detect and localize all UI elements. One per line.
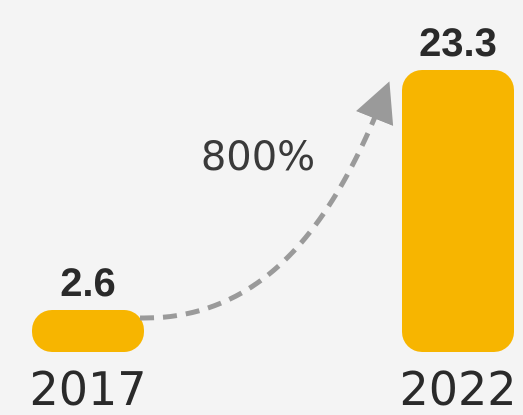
growth-arrow <box>139 81 394 321</box>
growth-percentage-label: 800% <box>201 134 315 180</box>
bars-layer: 2.6 2017 23.3 2022 <box>29 21 516 415</box>
bar-2022 <box>402 70 514 352</box>
category-label-2022: 2022 <box>399 362 516 415</box>
value-label-2022: 23.3 <box>419 21 497 65</box>
bar-2017 <box>32 310 144 352</box>
category-label-2017: 2017 <box>29 362 146 415</box>
value-label-2017: 2.6 <box>60 261 116 305</box>
